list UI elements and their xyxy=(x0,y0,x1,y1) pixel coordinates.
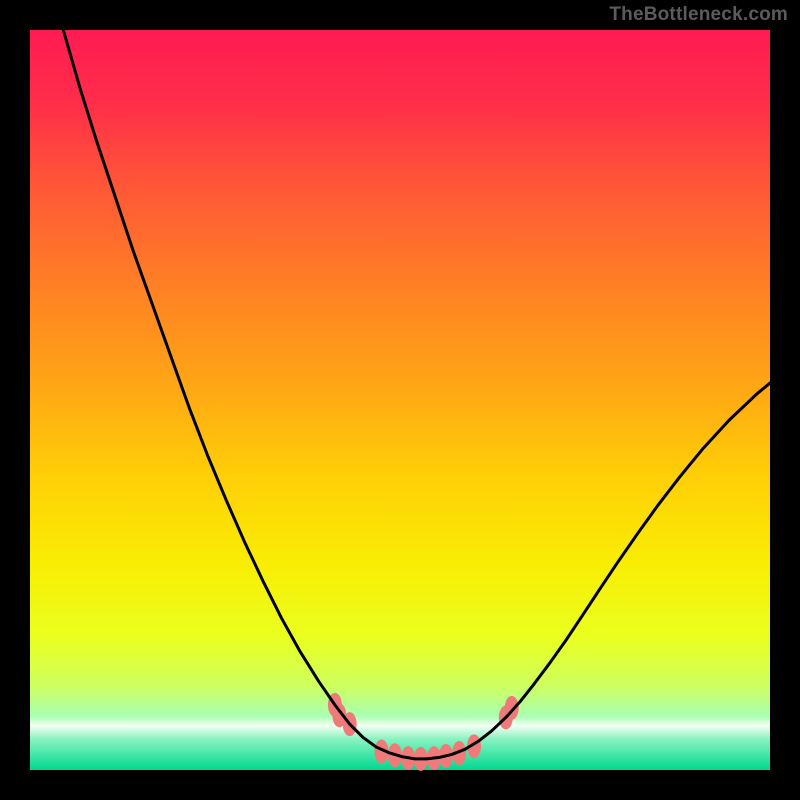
chart-plot-area xyxy=(30,30,770,770)
watermark-text: TheBottleneck.com xyxy=(609,4,788,26)
bottleneck-chart xyxy=(0,0,800,800)
